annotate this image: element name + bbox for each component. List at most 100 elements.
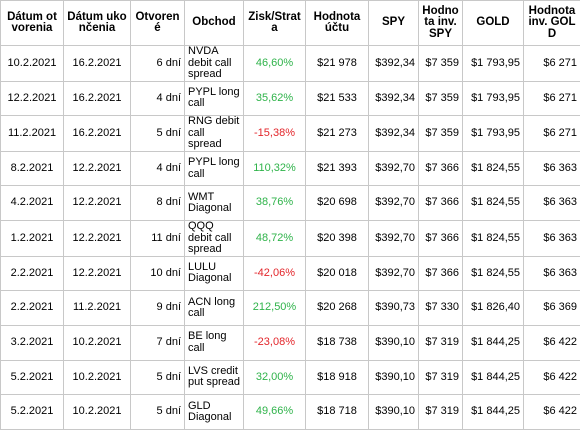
- days-open: 6 dní: [131, 46, 185, 82]
- trade: PYPL long call: [185, 151, 244, 186]
- profit-loss: 110,32%: [244, 151, 306, 186]
- spy-value: $7 366: [419, 221, 463, 257]
- account-value: $21 978: [306, 46, 369, 82]
- trade: PYPL long call: [185, 81, 244, 116]
- spy-value: $7 366: [419, 151, 463, 186]
- close-date: 16.2.2021: [64, 46, 131, 82]
- close-date: 11.2.2021: [64, 291, 131, 326]
- gold: $1 826,40: [463, 291, 524, 326]
- spy-value: $7 359: [419, 46, 463, 82]
- profit-loss: -15,38%: [244, 116, 306, 152]
- close-date: 16.2.2021: [64, 116, 131, 152]
- spy: $392,34: [369, 116, 419, 152]
- open-date: 5.2.2021: [1, 360, 64, 395]
- spy: $392,34: [369, 46, 419, 82]
- days-open: 5 dní: [131, 395, 185, 430]
- days-open: 5 dní: [131, 116, 185, 152]
- gold: $1 844,25: [463, 360, 524, 395]
- open-date: 10.2.2021: [1, 46, 64, 82]
- column-header: Dátum ukončenia: [64, 1, 131, 46]
- close-date: 10.2.2021: [64, 395, 131, 430]
- gold-value: $6 271: [524, 116, 580, 152]
- profit-loss: 212,50%: [244, 291, 306, 326]
- gold-value: $6 363: [524, 256, 580, 291]
- trade: RNG debit call spread: [185, 116, 244, 152]
- spy-value: $7 330: [419, 291, 463, 326]
- close-date: 12.2.2021: [64, 151, 131, 186]
- spy: $392,70: [369, 221, 419, 257]
- gold: $1 793,95: [463, 46, 524, 82]
- close-date: 12.2.2021: [64, 186, 131, 221]
- account-value: $21 393: [306, 151, 369, 186]
- gold: $1 824,55: [463, 221, 524, 257]
- profit-loss: -23,08%: [244, 325, 306, 360]
- days-open: 5 dní: [131, 360, 185, 395]
- open-date: 1.2.2021: [1, 221, 64, 257]
- spy: $392,70: [369, 256, 419, 291]
- days-open: 9 dní: [131, 291, 185, 326]
- gold-value: $6 369: [524, 291, 580, 326]
- spy: $392,70: [369, 186, 419, 221]
- spy-value: $7 359: [419, 116, 463, 152]
- gold-value: $6 271: [524, 46, 580, 82]
- days-open: 7 dní: [131, 325, 185, 360]
- column-header: Zisk/Strata: [244, 1, 306, 46]
- account-value: $20 018: [306, 256, 369, 291]
- days-open: 8 dní: [131, 186, 185, 221]
- trade: GLD Diagonal: [185, 395, 244, 430]
- account-value: $18 738: [306, 325, 369, 360]
- profit-loss: 48,72%: [244, 221, 306, 257]
- column-header: Hodnota inv. GOLD: [524, 1, 580, 46]
- spy: $390,10: [369, 325, 419, 360]
- gold: $1 824,55: [463, 151, 524, 186]
- gold-value: $6 271: [524, 81, 580, 116]
- account-value: $21 533: [306, 81, 369, 116]
- trade: WMT Diagonal: [185, 186, 244, 221]
- account-value: $20 698: [306, 186, 369, 221]
- column-header: Dátum otvorenia: [1, 1, 64, 46]
- close-date: 12.2.2021: [64, 221, 131, 257]
- close-date: 10.2.2021: [64, 325, 131, 360]
- trade: LVS credit put spread: [185, 360, 244, 395]
- trade: BE long call: [185, 325, 244, 360]
- days-open: 11 dní: [131, 221, 185, 257]
- gold-value: $6 422: [524, 325, 580, 360]
- profit-loss: 35,62%: [244, 81, 306, 116]
- column-header: Hodnota inv. SPY: [419, 1, 463, 46]
- spy: $390,73: [369, 291, 419, 326]
- gold: $1 824,55: [463, 186, 524, 221]
- days-open: 10 dní: [131, 256, 185, 291]
- profit-loss: 46,60%: [244, 46, 306, 82]
- profit-loss: 49,66%: [244, 395, 306, 430]
- close-date: 12.2.2021: [64, 256, 131, 291]
- account-value: $21 273: [306, 116, 369, 152]
- gold: $1 844,25: [463, 325, 524, 360]
- spy: $392,70: [369, 151, 419, 186]
- account-value: $18 918: [306, 360, 369, 395]
- trade: LULU Diagonal: [185, 256, 244, 291]
- account-value: $20 398: [306, 221, 369, 257]
- close-date: 16.2.2021: [64, 81, 131, 116]
- days-open: 4 dní: [131, 151, 185, 186]
- gold-value: $6 422: [524, 360, 580, 395]
- spy-value: $7 359: [419, 81, 463, 116]
- open-date: 4.2.2021: [1, 186, 64, 221]
- gold-value: $6 363: [524, 186, 580, 221]
- open-date: 12.2.2021: [1, 81, 64, 116]
- spy: $390,10: [369, 395, 419, 430]
- column-header: GOLD: [463, 1, 524, 46]
- gold: $1 793,95: [463, 116, 524, 152]
- profit-loss: 32,00%: [244, 360, 306, 395]
- spy-value: $7 366: [419, 256, 463, 291]
- open-date: 11.2.2021: [1, 116, 64, 152]
